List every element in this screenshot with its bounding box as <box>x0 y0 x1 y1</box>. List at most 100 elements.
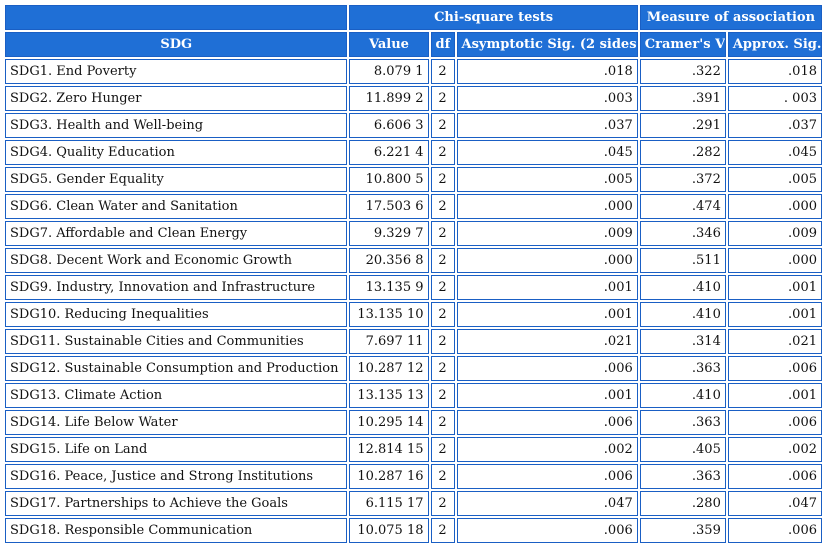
table-cell: .391 <box>639 86 726 111</box>
table-cell: 2 <box>430 140 455 165</box>
table-body: SDG1. End Poverty 8.079 1 2.018.322.018 SDG… <box>5 59 822 543</box>
table-row: SDG10. Reducing Inequalities 13.135 10 2.0… <box>5 302 822 327</box>
table-row: SDG11. Sustainable Cities and Communitie… <box>5 329 822 354</box>
table-row: SDG9. Industry, Innovation and Infrastru… <box>5 275 822 300</box>
table-cell: .001 <box>456 275 638 300</box>
table-cell: 2 <box>430 248 455 273</box>
table-cell: SDG11. Sustainable Cities and Communitie… <box>5 329 348 354</box>
group-header: Chi-square tests <box>349 5 638 30</box>
table-cell: 2 <box>430 167 455 192</box>
table-cell: .003 <box>456 86 638 111</box>
table-cell: .018 <box>727 59 822 84</box>
table-cell: .006 <box>456 356 638 381</box>
table-cell: .410 <box>639 383 726 408</box>
table-cell: 20.356 8 <box>349 248 429 273</box>
table-cell: 2 <box>430 410 455 435</box>
table-row: SDG7. Affordable and Clean Energy 9.329 7… <box>5 221 822 246</box>
table-cell: 2 <box>430 59 455 84</box>
table-cell: 10.800 5 <box>349 167 429 192</box>
table-cell: .474 <box>639 194 726 219</box>
table-cell: 10.295 14 <box>349 410 429 435</box>
table-cell: SDG9. Industry, Innovation and Infrastru… <box>5 275 348 300</box>
table-row: SDG13. Climate Action 13.135 13 2.001.410.… <box>5 383 822 408</box>
empty-header <box>5 5 348 30</box>
column-header: Value <box>349 32 429 57</box>
table-cell: 2 <box>430 113 455 138</box>
table-cell: .045 <box>456 140 638 165</box>
table-cell: SDG13. Climate Action <box>5 383 348 408</box>
table-cell: 11.899 2 <box>349 86 429 111</box>
column-header: SDG <box>5 32 348 57</box>
column-header: Approx. Sig. <box>727 32 822 57</box>
table-cell: .006 <box>727 356 822 381</box>
table-cell: 6.115 17 <box>349 491 429 516</box>
table-cell: .045 <box>727 140 822 165</box>
table-cell: .000 <box>456 248 638 273</box>
table-cell: 2 <box>430 464 455 489</box>
table-cell: .006 <box>456 410 638 435</box>
table-cell: 13.135 9 <box>349 275 429 300</box>
table-cell: .006 <box>727 464 822 489</box>
table-cell: .363 <box>639 356 726 381</box>
table-cell: .000 <box>456 194 638 219</box>
table-cell: .001 <box>456 383 638 408</box>
table-cell: 7.697 11 <box>349 329 429 354</box>
table-row: SDG16. Peace, Justice and Strong Institu… <box>5 464 822 489</box>
table-row: SDG17. Partnerships to Achieve the Goals… <box>5 491 822 516</box>
table-cell: .006 <box>727 410 822 435</box>
table-cell: SDG18. Responsible Communication <box>5 518 348 543</box>
table-cell: SDG10. Reducing Inequalities <box>5 302 348 327</box>
table-cell: 13.135 10 <box>349 302 429 327</box>
table-cell: .047 <box>456 491 638 516</box>
table-cell: SDG14. Life Below Water <box>5 410 348 435</box>
table-cell: SDG4. Quality Education <box>5 140 348 165</box>
column-header: df <box>430 32 455 57</box>
table-cell: SDG2. Zero Hunger <box>5 86 348 111</box>
table-row: SDG12. Sustainable Consumption and Produ… <box>5 356 822 381</box>
table-cell: .037 <box>456 113 638 138</box>
table-cell: .006 <box>727 518 822 543</box>
table-cell: .037 <box>727 113 822 138</box>
table-cell: SDG3. Health and Well-being <box>5 113 348 138</box>
table-cell: 10.287 12 <box>349 356 429 381</box>
table-cell: .282 <box>639 140 726 165</box>
table-row: SDG5. Gender Equality 10.800 5 2.005.372.0… <box>5 167 822 192</box>
table-cell: 13.135 13 <box>349 383 429 408</box>
table-row: SDG8. Decent Work and Economic Growth 20.… <box>5 248 822 273</box>
table-cell: .291 <box>639 113 726 138</box>
table-cell: 2 <box>430 383 455 408</box>
table-cell: .002 <box>456 437 638 462</box>
table-cell: 6.606 3 <box>349 113 429 138</box>
table-cell: .006 <box>456 464 638 489</box>
table-cell: 10.287 16 <box>349 464 429 489</box>
table-cell: .000 <box>727 248 822 273</box>
table-cell: .001 <box>727 302 822 327</box>
column-header: Asymptotic Sig. (2 sides) <box>456 32 638 57</box>
table-cell: 2 <box>430 329 455 354</box>
table-cell: 9.329 7 <box>349 221 429 246</box>
table-row: SDG18. Responsible Communication 10.075 1… <box>5 518 822 543</box>
group-header: Measure of association <box>639 5 822 30</box>
column-header: Cramer's V <box>639 32 726 57</box>
table-cell: .363 <box>639 410 726 435</box>
table-row: SDG3. Health and Well-being 6.606 3 2.037.… <box>5 113 822 138</box>
table-cell: 2 <box>430 437 455 462</box>
table-cell: .314 <box>639 329 726 354</box>
table-cell: .000 <box>727 194 822 219</box>
table-cell: .009 <box>456 221 638 246</box>
table-row: SDG4. Quality Education 6.221 4 2.045.282.… <box>5 140 822 165</box>
table-cell: 2 <box>430 491 455 516</box>
table-cell: .001 <box>456 302 638 327</box>
table-cell: .001 <box>727 383 822 408</box>
table-cell: .001 <box>727 275 822 300</box>
table-cell: SDG8. Decent Work and Economic Growth <box>5 248 348 273</box>
results-table: Chi-square tests Measure of association … <box>3 3 824 545</box>
table-cell: .021 <box>456 329 638 354</box>
table-cell: .047 <box>727 491 822 516</box>
table-cell: 2 <box>430 86 455 111</box>
table-cell: 2 <box>430 221 455 246</box>
table-cell: SDG15. Life on Land <box>5 437 348 462</box>
table-cell: SDG16. Peace, Justice and Strong Institu… <box>5 464 348 489</box>
table-cell: .006 <box>456 518 638 543</box>
